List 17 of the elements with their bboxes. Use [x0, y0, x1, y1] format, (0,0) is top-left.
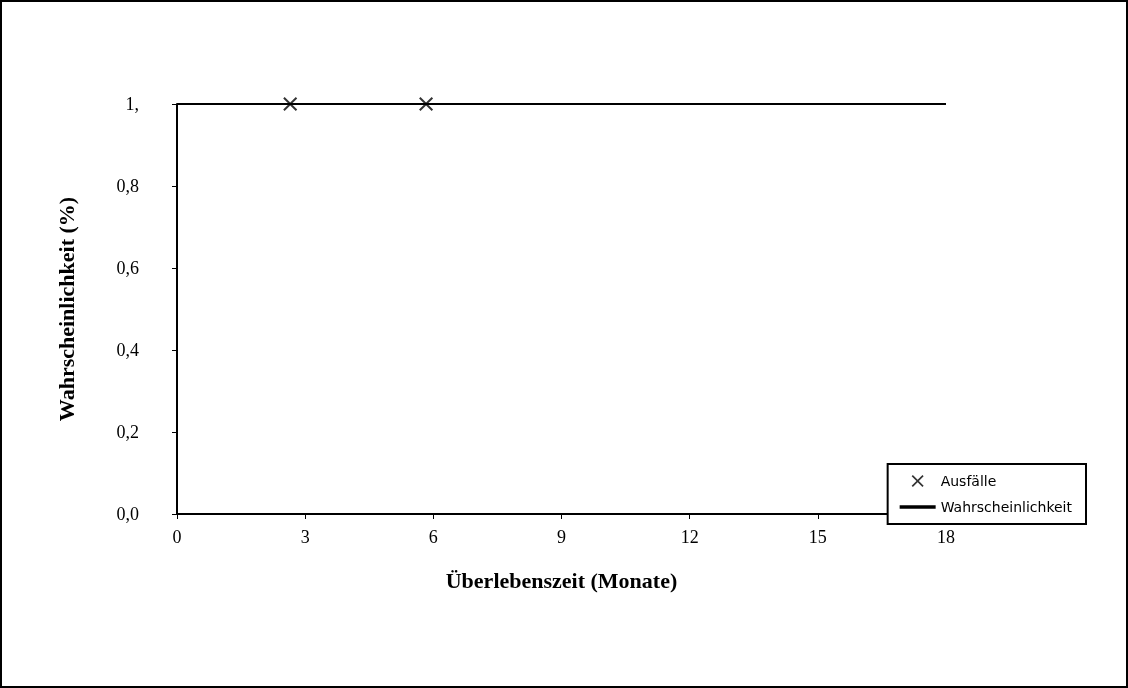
y-tick-label: 0,4 [116, 340, 139, 360]
y-axis-title: Wahrscheinlichkeit (%) [53, 196, 79, 422]
y-tick-label: 0,0 [116, 504, 139, 524]
y-tick-label: 1, [125, 94, 139, 114]
x-tick-label: 15 [808, 527, 827, 547]
x-axis-title: Überlebenszeit (Monate) [445, 567, 678, 593]
x-tick-label: 18 [937, 527, 955, 547]
y-tick-label: 0,2 [116, 422, 139, 442]
x-tick-label: 12 [680, 527, 699, 547]
x-tick-label: 0 [172, 527, 182, 547]
x-tick-label: 3 [300, 527, 310, 547]
y-tick-label: 0,8 [116, 176, 139, 196]
x-tick-label: 6 [428, 527, 438, 547]
legend-label: Wahrscheinlichkeit [940, 499, 1073, 515]
x-tick-label: 9 [557, 527, 566, 547]
y-tick-label: 0,6 [116, 258, 139, 278]
legend-label: Ausfälle [940, 473, 997, 489]
